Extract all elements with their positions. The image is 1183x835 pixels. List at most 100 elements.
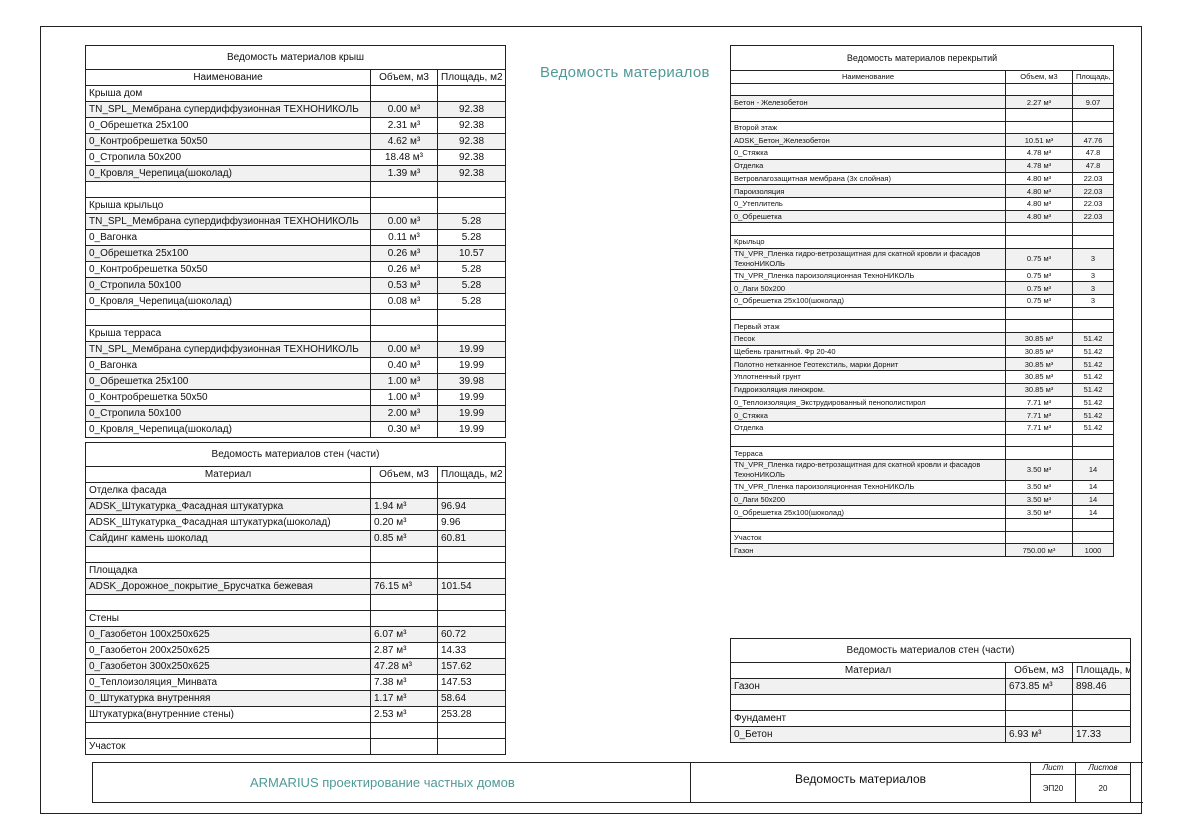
area-cell: 22.03 [1071,171,1115,186]
column-header-name: Наименование [730,70,1006,84]
table-row: TN_VPR_Пленка гидро-ветрозащитная для ск… [730,458,1115,481]
area-cell: 5.28 [436,293,507,310]
table-row: 0_Обрешетка 25x100 2.31 м³ 92.38 [85,117,507,134]
material-name: 0_Кровля_Черепица(шоколад) [85,293,371,310]
area-cell: 14 [1071,479,1115,494]
material-name: TN_VPR_Пленка гидро-ветрозащитная для ск… [730,247,1006,270]
area-cell [1071,222,1115,236]
material-name: 0_Газобетон 100x250x625 [85,626,371,643]
material-name: Газон [730,543,1006,558]
column-header-name: Материал [730,662,1006,679]
table-row: 0_Стропила 50x100 2.00 м³ 19.99 [85,405,507,422]
table-row: 0_Лаги 50x200 0.75 м³ 3 [730,281,1115,295]
area-cell: 92.38 [436,133,507,150]
area-cell: 51.42 [1071,344,1115,359]
table-row: 0_Лаги 50x200 3.50 м³ 14 [730,492,1115,507]
area-cell [436,482,507,499]
area-cell: 39.98 [436,373,507,390]
area-cell: 101.54 [436,578,507,595]
volume-cell [370,325,438,342]
volume-cell: 0.85 м³ [370,530,438,547]
table-row: 0_Стяжка 4.78 м³ 47.8 [730,146,1115,160]
material-name: Отделка [730,158,1006,173]
material-name: 0_Лаги 50x200 [730,281,1006,295]
area-cell: 47.76 [1071,133,1115,148]
area-cell: 22.03 [1071,209,1115,224]
table-row: 0_Теплоизоляция_Экструдированный пенопол… [730,395,1115,410]
volume-cell: 2.27 м³ [1005,95,1073,110]
table-row: TN_VPR_Пленка гидро-ветрозащитная для ск… [730,247,1115,270]
volume-cell: 0.75 м³ [1005,268,1073,283]
table-row: 0_Стяжка 7.71 м³ 51.42 [730,408,1115,422]
area-cell: 898.46 [1071,678,1132,695]
area-cell [436,197,507,214]
column-header-area: Площадь, м2 [1071,70,1115,84]
area-cell: 14 [1071,505,1115,519]
table-row: 0_Вагонка 0.11 м³ 5.28 [85,229,507,246]
volume-cell: 0.75 м³ [1005,281,1073,295]
area-cell [436,181,507,198]
table-title-row: Ведомость материалов стен (части) [729,638,1132,663]
column-header-name: Материал [85,466,371,483]
sheet-number: ЭП20 [1042,784,1064,793]
volume-cell [1005,120,1073,135]
area-cell: 60.81 [436,530,507,547]
material-name: 0_Обрешетка 25x100 [85,117,371,134]
material-name: 0_Контробрешетка 50x50 [85,133,371,150]
empty-row [730,694,1132,711]
volume-cell: 0.08 м³ [370,293,438,310]
area-cell: 3 [1071,268,1115,283]
volume-cell: 30.85 м³ [1005,344,1073,359]
volume-cell: 4.62 м³ [370,133,438,150]
material-name: 0_Штукатурка внутренняя [85,690,371,707]
table-row: 0_Кровля_Черепица(шоколад) 0.08 м³ 5.28 [85,293,507,310]
volume-cell: 750.00 м³ [1005,543,1073,558]
material-name: 0_Стропила 50x200 [85,149,371,166]
volume-cell [370,594,438,611]
volume-cell [370,181,438,198]
area-cell: 92.38 [436,149,507,166]
material-name: Полотно нетканное Геотекстиль, марки Дор… [730,357,1006,372]
volume-cell: 2.31 м³ [370,117,438,134]
material-name: 0_Стропила 50x100 [85,405,371,422]
volume-cell: 3.50 м³ [1005,505,1073,519]
volume-cell [1005,518,1073,532]
material-name: 0_Газобетон 300x250x625 [85,658,371,675]
roof-materials-table: Ведомость материалов крыш Наименование Объ… [84,45,507,438]
table-row: Отделка 4.78 м³ 47.8 [730,158,1115,173]
volume-cell: 7.71 м³ [1005,408,1073,422]
table-row: TN_SPL_Мембрана супердиффузионная ТЕХНОН… [85,101,507,118]
table-row: Щебень гранитный. Фр 20-40 30.85 м³ 51.42 [730,344,1115,359]
material-name: 0_Обрешетка 25x100(шоколад) [730,294,1006,308]
table-row: 0_Контробрешетка 50x50 4.62 м³ 92.38 [85,133,507,150]
volume-cell: 7.38 м³ [370,674,438,691]
volume-cell [1005,694,1073,711]
material-name: 0_Обрешетка 25x100 [85,373,371,390]
group-row: Терраса [730,446,1115,460]
volume-cell [1005,222,1073,236]
table-row: 0_Стропила 50x100 0.53 м³ 5.28 [85,277,507,294]
area-cell: 92.38 [436,165,507,182]
area-cell: 51.42 [1071,408,1115,422]
table-row: 0_Газобетон 100x250x625 6.07 м³ 60.72 [85,626,507,643]
table-row: 0_Вагонка 0.40 м³ 19.99 [85,357,507,374]
area-cell: 47.8 [1071,146,1115,160]
table-row: 0_Стропила 50x200 18.48 м³ 92.38 [85,149,507,166]
material-name: 0_Контробрешетка 50x50 [85,261,371,278]
table-row: 0_Кровля_Черепица(шоколад) 0.30 м³ 19.99 [85,421,507,438]
volume-cell: 4.80 м³ [1005,196,1073,211]
table-row: 0_Теплоизоляция_Минвата 7.38 м³ 147.53 [85,674,507,691]
area-cell: 3 [1071,281,1115,295]
volume-cell [1005,319,1073,334]
group-row: Крыльцо [730,234,1115,249]
material-name: Гидроизоляция линокром. [730,382,1006,397]
volume-cell: 2.53 м³ [370,706,438,723]
volume-cell: 1.39 м³ [370,165,438,182]
area-cell [436,562,507,579]
material-name: 0_Бетон [730,726,1006,743]
area-cell: 5.28 [436,213,507,230]
area-cell: 22.03 [1071,196,1115,211]
volume-cell: 7.71 м³ [1005,395,1073,410]
material-name [85,309,371,326]
